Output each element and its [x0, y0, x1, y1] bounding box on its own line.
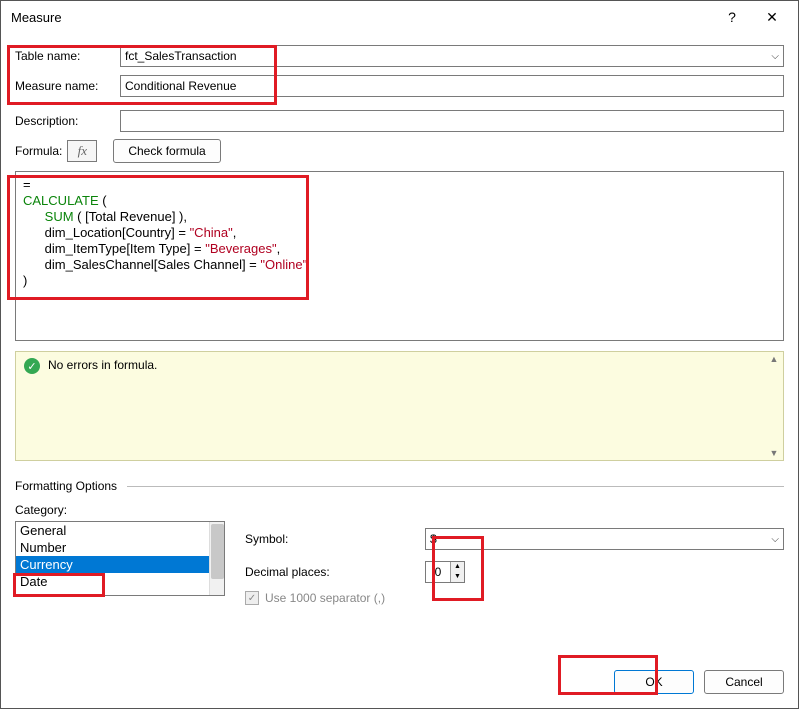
scrollbar[interactable] — [209, 522, 224, 595]
formula-label: Formula: — [15, 144, 62, 158]
formula-editor[interactable]: = CALCULATE ( SUM ( [Total Revenue] ), d… — [15, 171, 784, 341]
help-button[interactable]: ? — [712, 2, 752, 32]
chevron-down-icon: ⌵ — [771, 534, 779, 545]
chevron-down-icon: ⌵ — [771, 51, 779, 62]
list-item[interactable]: Number — [16, 539, 224, 556]
ok-button[interactable]: OK — [614, 670, 694, 694]
status-message: No errors in formula. — [48, 358, 157, 372]
measure-name-label: Measure name: — [15, 79, 120, 93]
close-button[interactable]: ✕ — [752, 2, 792, 32]
cancel-button[interactable]: Cancel — [704, 670, 784, 694]
scroll-up-icon[interactable]: ▲ — [767, 354, 781, 364]
check-circle-icon: ✓ — [24, 358, 40, 374]
fx-icon[interactable]: fx — [67, 140, 97, 162]
table-name-combo[interactable]: fct_SalesTransaction ⌵ — [120, 45, 784, 67]
category-listbox[interactable]: GeneralNumberCurrencyDate — [15, 521, 225, 596]
category-label: Category: — [15, 503, 225, 517]
list-item[interactable]: Currency — [16, 556, 224, 573]
check-formula-button[interactable]: Check formula — [113, 139, 220, 163]
scrollbar-thumb[interactable] — [211, 524, 224, 579]
divider — [127, 486, 784, 487]
list-item[interactable]: General — [16, 522, 224, 539]
scroll-down-icon[interactable]: ▼ — [767, 448, 781, 458]
decimal-places-spinner[interactable]: 0 ▲ ▼ — [425, 561, 465, 583]
decimal-places-label: Decimal places: — [245, 565, 425, 579]
thousand-separator-label: Use 1000 separator (,) — [265, 591, 385, 605]
spinner-up-icon[interactable]: ▲ — [451, 562, 464, 572]
description-input[interactable] — [120, 110, 784, 132]
symbol-label: Symbol: — [245, 532, 425, 546]
table-name-label: Table name: — [15, 49, 120, 63]
dialog-title: Measure — [11, 10, 712, 25]
decimal-places-value: 0 — [426, 562, 450, 582]
symbol-value: $ — [430, 532, 437, 546]
status-panel: ✓ No errors in formula. ▲ ▼ — [15, 351, 784, 461]
spinner-down-icon[interactable]: ▼ — [451, 572, 464, 582]
table-name-value: fct_SalesTransaction — [125, 49, 237, 63]
description-label: Description: — [15, 114, 120, 128]
list-item[interactable]: Date — [16, 573, 224, 590]
measure-name-input[interactable] — [120, 75, 784, 97]
formatting-header: Formatting Options — [15, 479, 117, 493]
thousand-separator-checkbox: ✓ — [245, 591, 259, 605]
symbol-combo[interactable]: $ ⌵ — [425, 528, 784, 550]
